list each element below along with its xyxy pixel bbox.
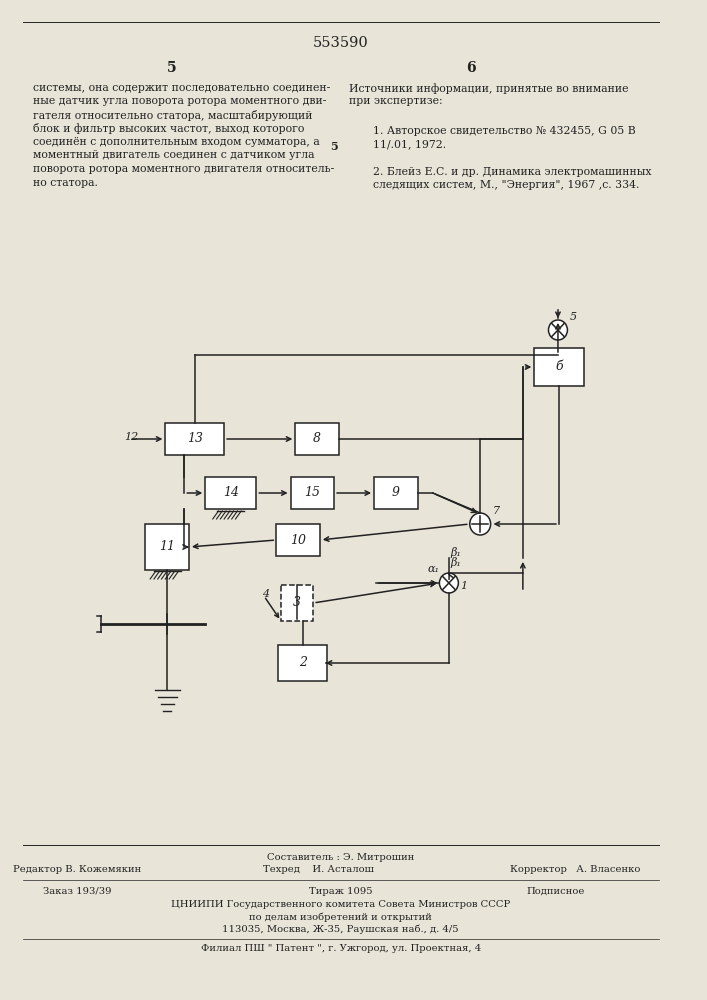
Text: гателя относительно статора, масштабирующий: гателя относительно статора, масштабирую… bbox=[33, 110, 312, 121]
Text: 7: 7 bbox=[493, 506, 500, 516]
Bar bbox=[374, 477, 418, 509]
Text: ные датчик угла поворота ротора моментного дви-: ные датчик угла поворота ротора моментно… bbox=[33, 97, 326, 106]
Text: Источники информации, принятые во внимание: Источники информации, принятые во вниман… bbox=[349, 83, 629, 94]
Bar bbox=[165, 423, 224, 455]
Text: 5: 5 bbox=[167, 61, 177, 75]
Text: 1. Авторское свидетельство № 432455, G 05 B: 1. Авторское свидетельство № 432455, G 0… bbox=[373, 126, 636, 136]
Text: 10: 10 bbox=[290, 534, 306, 546]
Text: 4: 4 bbox=[262, 589, 269, 599]
Text: 12: 12 bbox=[124, 432, 139, 442]
Text: Подписное: Подписное bbox=[527, 887, 585, 896]
Text: 5: 5 bbox=[330, 141, 338, 152]
Text: Техред    И. Асталош: Техред И. Асталош bbox=[264, 865, 375, 874]
Text: Редактор В. Кожемякин: Редактор В. Кожемякин bbox=[13, 865, 141, 874]
Text: 5: 5 bbox=[569, 312, 576, 322]
Text: но статора.: но статора. bbox=[33, 178, 98, 188]
Text: 113035, Москва, Ж-35, Раушская наб., д. 4/5: 113035, Москва, Ж-35, Раушская наб., д. … bbox=[223, 924, 459, 934]
Text: Корректор   А. Власенко: Корректор А. Власенко bbox=[510, 865, 641, 874]
Circle shape bbox=[469, 513, 491, 535]
Text: 9: 9 bbox=[392, 487, 399, 499]
Text: б: б bbox=[555, 360, 563, 373]
Text: при экспертизе:: при экспертизе: bbox=[349, 97, 443, 106]
Bar bbox=[278, 645, 327, 681]
Text: ЦНИИПИ Государственного комитета Совета Министров СССР: ЦНИИПИ Государственного комитета Совета … bbox=[171, 900, 510, 909]
Text: 2. Блейз Е.С. и др. Динамика электромашинных: 2. Блейз Е.С. и др. Динамика электромаши… bbox=[373, 167, 652, 177]
Text: 553590: 553590 bbox=[313, 36, 368, 50]
Text: 1: 1 bbox=[460, 581, 467, 591]
Text: 11: 11 bbox=[159, 540, 175, 554]
Text: 14: 14 bbox=[223, 487, 239, 499]
Bar bbox=[146, 524, 189, 570]
Text: β₁: β₁ bbox=[451, 548, 462, 558]
Text: блок и фильтр высоких частот, выход которого: блок и фильтр высоких частот, выход кото… bbox=[33, 123, 304, 134]
Text: соединён с дополнительным входом сумматора, а: соединён с дополнительным входом суммато… bbox=[33, 137, 320, 147]
Text: 15: 15 bbox=[304, 487, 320, 499]
Text: 2: 2 bbox=[299, 656, 307, 670]
Text: β₁: β₁ bbox=[451, 558, 462, 568]
Bar bbox=[296, 423, 339, 455]
Text: 3: 3 bbox=[293, 596, 301, 609]
Bar bbox=[534, 348, 583, 386]
Circle shape bbox=[549, 320, 568, 340]
Text: Составитель : Э. Митрошин: Составитель : Э. Митрошин bbox=[267, 853, 414, 862]
Text: 11/.01, 1972.: 11/.01, 1972. bbox=[373, 140, 446, 150]
Bar bbox=[276, 524, 320, 556]
Text: α₁: α₁ bbox=[428, 564, 440, 574]
Text: Тираж 1095: Тираж 1095 bbox=[309, 887, 373, 896]
Text: системы, она содержит последовательно соединен-: системы, она содержит последовательно со… bbox=[33, 83, 329, 93]
Text: Филиал ПШ " Патент ", г. Ужгород, ул. Проектная, 4: Филиал ПШ " Патент ", г. Ужгород, ул. Пр… bbox=[201, 944, 481, 953]
Text: 8: 8 bbox=[313, 432, 321, 446]
Text: 6: 6 bbox=[466, 61, 476, 75]
Bar bbox=[281, 585, 313, 621]
Text: следящих систем, М., "Энергия", 1967 ,с. 334.: следящих систем, М., "Энергия", 1967 ,с.… bbox=[373, 180, 639, 190]
Circle shape bbox=[440, 573, 458, 593]
Text: моментный двигатель соединен с датчиком угла: моментный двигатель соединен с датчиком … bbox=[33, 150, 314, 160]
Bar bbox=[291, 477, 334, 509]
Text: поворота ротора моментного двигателя относитель-: поворота ротора моментного двигателя отн… bbox=[33, 164, 334, 174]
Bar bbox=[205, 477, 257, 509]
Text: Заказ 193/39: Заказ 193/39 bbox=[43, 887, 112, 896]
Text: по делам изобретений и открытий: по делам изобретений и открытий bbox=[250, 912, 432, 922]
Text: 13: 13 bbox=[187, 432, 203, 446]
